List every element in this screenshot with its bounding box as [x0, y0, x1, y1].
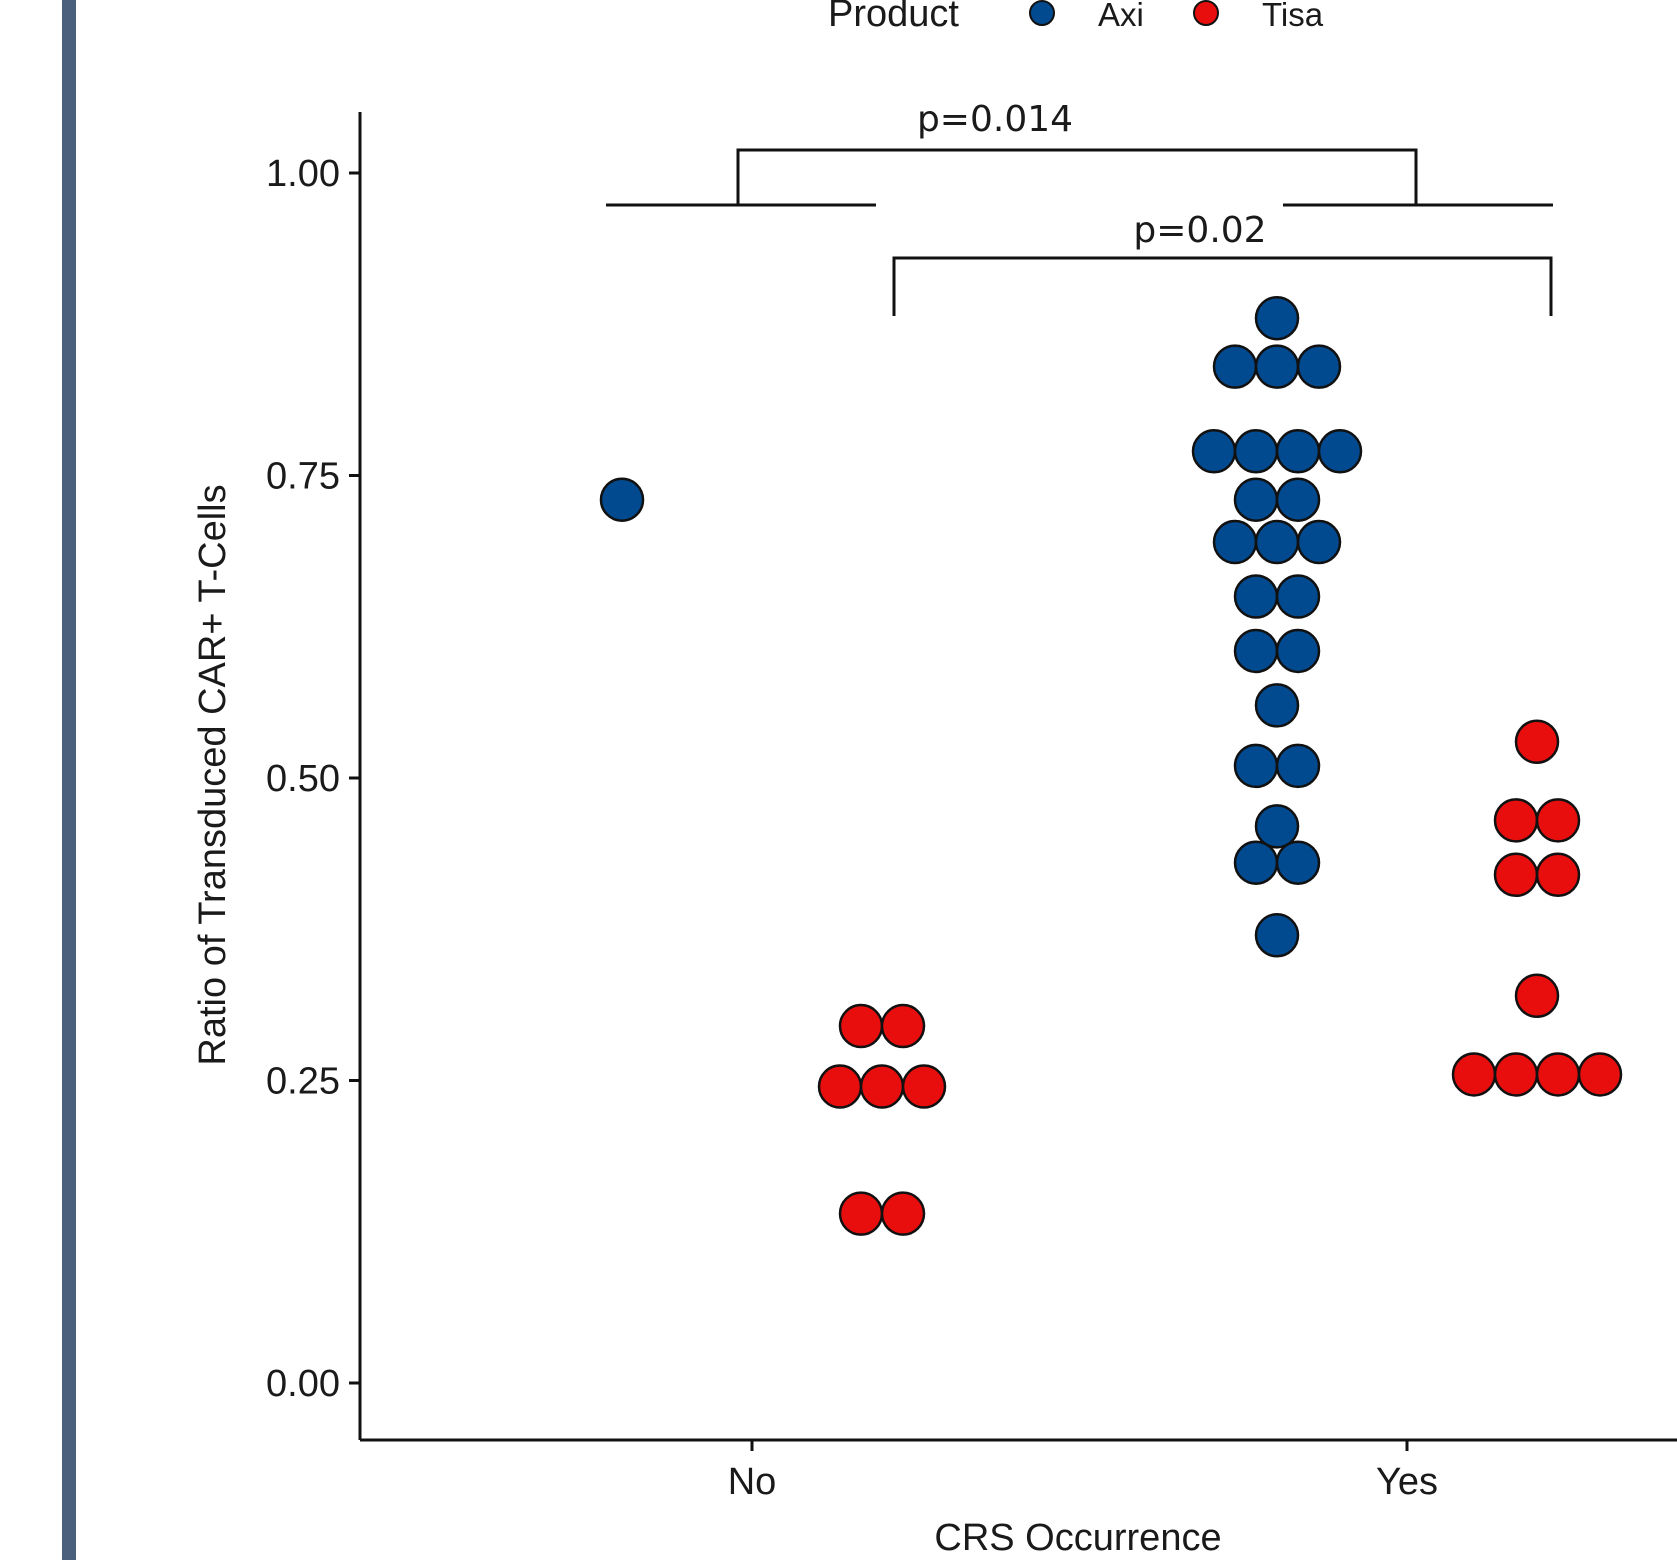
- y-tick-label: 0.75: [266, 456, 340, 498]
- legend-label-tisa: Tisa: [1262, 0, 1324, 33]
- data-point-axi-yes: [1296, 344, 1342, 389]
- data-point-tisa-yes: [1535, 798, 1581, 843]
- data-point-tisa-no: [838, 1003, 884, 1049]
- pvalue-label-2: p=0.02: [1133, 210, 1266, 251]
- data-point-axi-yes: [1275, 477, 1321, 522]
- data-point-axi-yes: [1275, 628, 1321, 674]
- data-point-axi-yes: [1296, 519, 1342, 565]
- y-tick-label: 0.25: [266, 1061, 340, 1103]
- data-point-axi-yes: [1233, 628, 1279, 674]
- data-point-tisa-no: [817, 1064, 863, 1109]
- x-ticks: No Yes: [728, 1440, 1438, 1503]
- bracket-p014: [736, 148, 1418, 205]
- legend-swatch-tisa: [1193, 0, 1219, 26]
- x-tick-label: Yes: [1376, 1461, 1438, 1503]
- data-point-axi-yes: [1275, 840, 1321, 885]
- data-point-axi-yes: [1212, 344, 1258, 389]
- data-point-axi-yes: [1233, 429, 1279, 474]
- data-point-axi-yes: [1254, 913, 1300, 958]
- data-point-tisa-no: [880, 1191, 926, 1236]
- data-point-axi-yes: [1233, 477, 1279, 522]
- data-point-tisa-no: [838, 1191, 884, 1236]
- x-axis-title: CRS Occurrence: [934, 1517, 1221, 1559]
- data-point-tisa-yes: [1535, 1052, 1581, 1097]
- data-point-axi-yes: [1317, 429, 1363, 474]
- bracket-p02: [892, 256, 1553, 316]
- data-point-axi-yes: [1254, 295, 1300, 341]
- data-point-axi-yes: [1275, 429, 1321, 474]
- data-point-axi-yes: [1275, 743, 1321, 789]
- y-axis-title: Ratio of Transduced CAR+ T-Cells: [192, 484, 234, 1065]
- data-point-tisa-yes: [1577, 1052, 1623, 1097]
- x-tick-label: No: [728, 1461, 777, 1503]
- data-point-tisa-yes: [1493, 1052, 1539, 1097]
- y-tick-label: 0.50: [266, 758, 340, 800]
- data-point-axi-yes: [1233, 743, 1279, 789]
- data-point-tisa-yes: [1493, 852, 1539, 898]
- data-point-axi-yes: [1233, 574, 1279, 619]
- data-points: [599, 295, 1623, 1236]
- data-point-tisa-no: [859, 1064, 905, 1109]
- data-point-tisa-no: [901, 1064, 947, 1109]
- legend: Product Axi Tisa: [828, 0, 1324, 35]
- data-point-tisa-yes: [1514, 719, 1560, 764]
- left-accent-bar: [62, 0, 76, 1560]
- data-point-axi-yes: [1254, 519, 1300, 565]
- data-point-tisa-yes: [1493, 798, 1539, 843]
- data-point-axi-yes: [1254, 344, 1300, 389]
- legend-swatch-axi: [1029, 0, 1055, 26]
- y-tick-label: 1.00: [266, 153, 340, 195]
- data-point-tisa-no: [880, 1003, 926, 1049]
- y-ticks: 0.00 0.25 0.50 0.75 1.00: [266, 153, 360, 1405]
- data-point-tisa-yes: [1514, 973, 1560, 1019]
- legend-title: Product: [828, 0, 959, 35]
- legend-label-axi: Axi: [1098, 0, 1144, 33]
- data-point-axi-yes: [1191, 429, 1237, 474]
- data-point-tisa-yes: [1535, 852, 1581, 898]
- y-tick-label: 0.00: [266, 1363, 340, 1405]
- data-point-tisa-yes: [1451, 1052, 1497, 1097]
- data-point-axi-yes: [1212, 519, 1258, 565]
- data-point-axi-no: [599, 477, 645, 522]
- significance-brackets: p=0.014 p=0.02: [606, 99, 1553, 316]
- data-point-axi-yes: [1233, 840, 1279, 885]
- pvalue-label-1: p=0.014: [917, 99, 1073, 140]
- data-point-axi-yes: [1254, 683, 1300, 728]
- data-point-axi-yes: [1254, 804, 1300, 849]
- data-point-axi-yes: [1275, 574, 1321, 619]
